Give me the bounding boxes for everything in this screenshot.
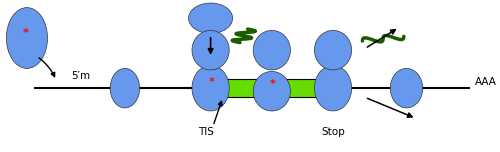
Ellipse shape [314,65,352,111]
Text: TIS: TIS [198,127,214,137]
Ellipse shape [314,30,352,70]
Text: *: * [23,28,29,38]
Text: AAA: AAA [475,77,497,87]
Text: Stop: Stop [321,127,345,137]
Ellipse shape [253,71,290,111]
Ellipse shape [192,30,229,70]
Ellipse shape [110,68,140,108]
Text: 5′m: 5′m [71,71,90,81]
Ellipse shape [253,30,290,70]
Ellipse shape [192,65,229,111]
Ellipse shape [188,3,232,33]
Ellipse shape [390,68,422,108]
Text: *: * [270,79,276,89]
Bar [206,79,333,97]
Text: *: * [208,77,214,87]
Ellipse shape [6,8,48,68]
